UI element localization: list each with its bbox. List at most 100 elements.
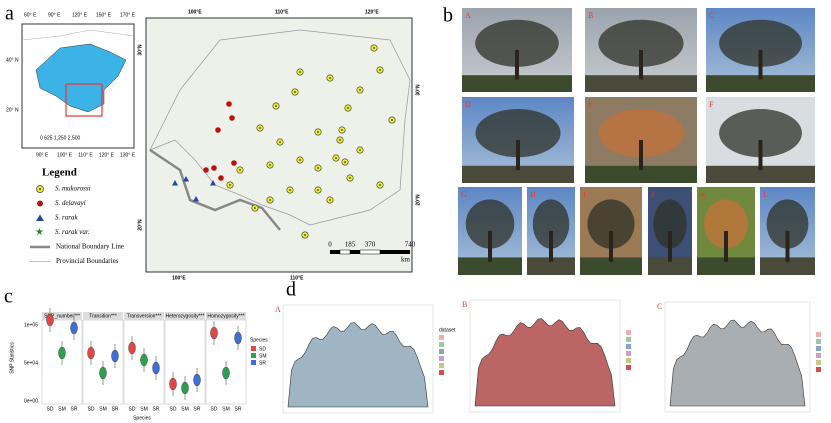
photo-label: D [465,100,471,109]
tick-label: 40° N [6,57,19,63]
x-tick-label: SM [58,406,66,412]
panel-label: b [443,5,453,27]
violin [111,349,119,363]
location-marker [379,184,381,186]
x-tick-label: SM [181,406,189,412]
violin [222,366,230,380]
location-marker [259,127,261,129]
violin [169,377,177,391]
location-marker [329,199,331,201]
location-marker [183,176,189,182]
legend-key [439,356,444,361]
tree-crown [598,109,684,158]
photo-label: I [583,190,586,199]
scale-label: 370 [365,241,376,249]
tick-label: 90° E [48,12,61,18]
legend-symbol: ★ [35,227,44,238]
tree-crown [475,19,559,67]
location-marker [210,180,216,186]
location-marker [275,105,277,107]
facet-label: SNP_number*** [44,313,80,319]
tick-label: 120° E [72,12,88,18]
tree-crown [532,199,570,249]
location-marker [279,141,281,143]
legend-key [251,360,256,365]
tree-crown [766,199,809,249]
legend-key [626,358,631,363]
legend-key [439,335,444,340]
facet-label: Homozygosity*** [207,313,244,319]
tick-label: 60° E [24,12,37,18]
location-marker [299,71,301,73]
tree-trunk [515,50,519,80]
tick-label: 30°N [137,44,143,56]
location-marker [289,189,291,191]
legend-title: dataset [439,327,456,333]
panel-label: a [5,3,14,25]
tick-label: 120° E [99,152,115,158]
legend-item: SD [259,346,266,352]
legend-key [439,342,444,347]
x-tick-label: SD [88,406,95,412]
location-marker [349,177,351,179]
legend-key [626,337,631,342]
plot-label: A [275,305,281,314]
legend-key [439,363,444,368]
x-tick-label: SM [140,406,148,412]
photo-ground [462,165,574,183]
photo-ground [706,75,815,92]
tree-crown [719,109,802,158]
facet-label: Transition*** [89,313,117,319]
facet-strip [124,312,164,320]
legend-key [626,365,631,370]
x-tick-label: SD [211,406,218,412]
graticule [21,29,135,41]
photo-ground [648,257,692,275]
tree-crown [719,19,802,67]
tick-label: 100°E [188,9,202,15]
tick-label: 170° E [120,12,136,18]
violin [181,381,189,395]
tick-label: 100°E [172,275,186,281]
legend-item: S. mukorossi [55,185,91,193]
location-marker [329,77,331,79]
location-marker [294,91,296,93]
violin [193,373,201,387]
tree-trunk [609,231,613,262]
tree-trunk [724,231,728,262]
tick-label: 110°E [290,275,304,281]
photo-label: G [461,190,467,199]
facet-strip [165,312,205,320]
location-marker [218,175,224,181]
location-marker [215,127,221,133]
scale-label: 185 [345,241,356,249]
panel-label: d [286,279,296,301]
location-marker [229,115,235,121]
x-tick-label: SR [153,406,160,412]
legend-key [251,346,256,351]
legend-key [626,344,631,349]
x-tick-label: SR [112,406,119,412]
photo-ground [706,165,815,183]
tick-label: 20° N [6,107,19,113]
legend-item: National Boundary Line [56,243,124,251]
legend-key [439,349,444,354]
provinces [149,29,411,226]
location-marker [359,89,361,91]
legend-key [439,370,444,375]
plot-label: B [462,300,467,309]
legend-key [251,353,256,358]
violin [234,331,242,345]
violin [210,326,218,340]
location-marker [254,207,256,209]
tree-trunk [639,50,643,80]
violin [46,313,54,327]
photo-ground [580,257,642,275]
violin [128,341,136,355]
legend-symbol [39,188,41,190]
study-area-box [65,83,103,117]
facet-strip [83,312,123,320]
location-marker [299,159,301,161]
tree-crown [703,199,749,249]
x-tick-label: SD [47,406,54,412]
